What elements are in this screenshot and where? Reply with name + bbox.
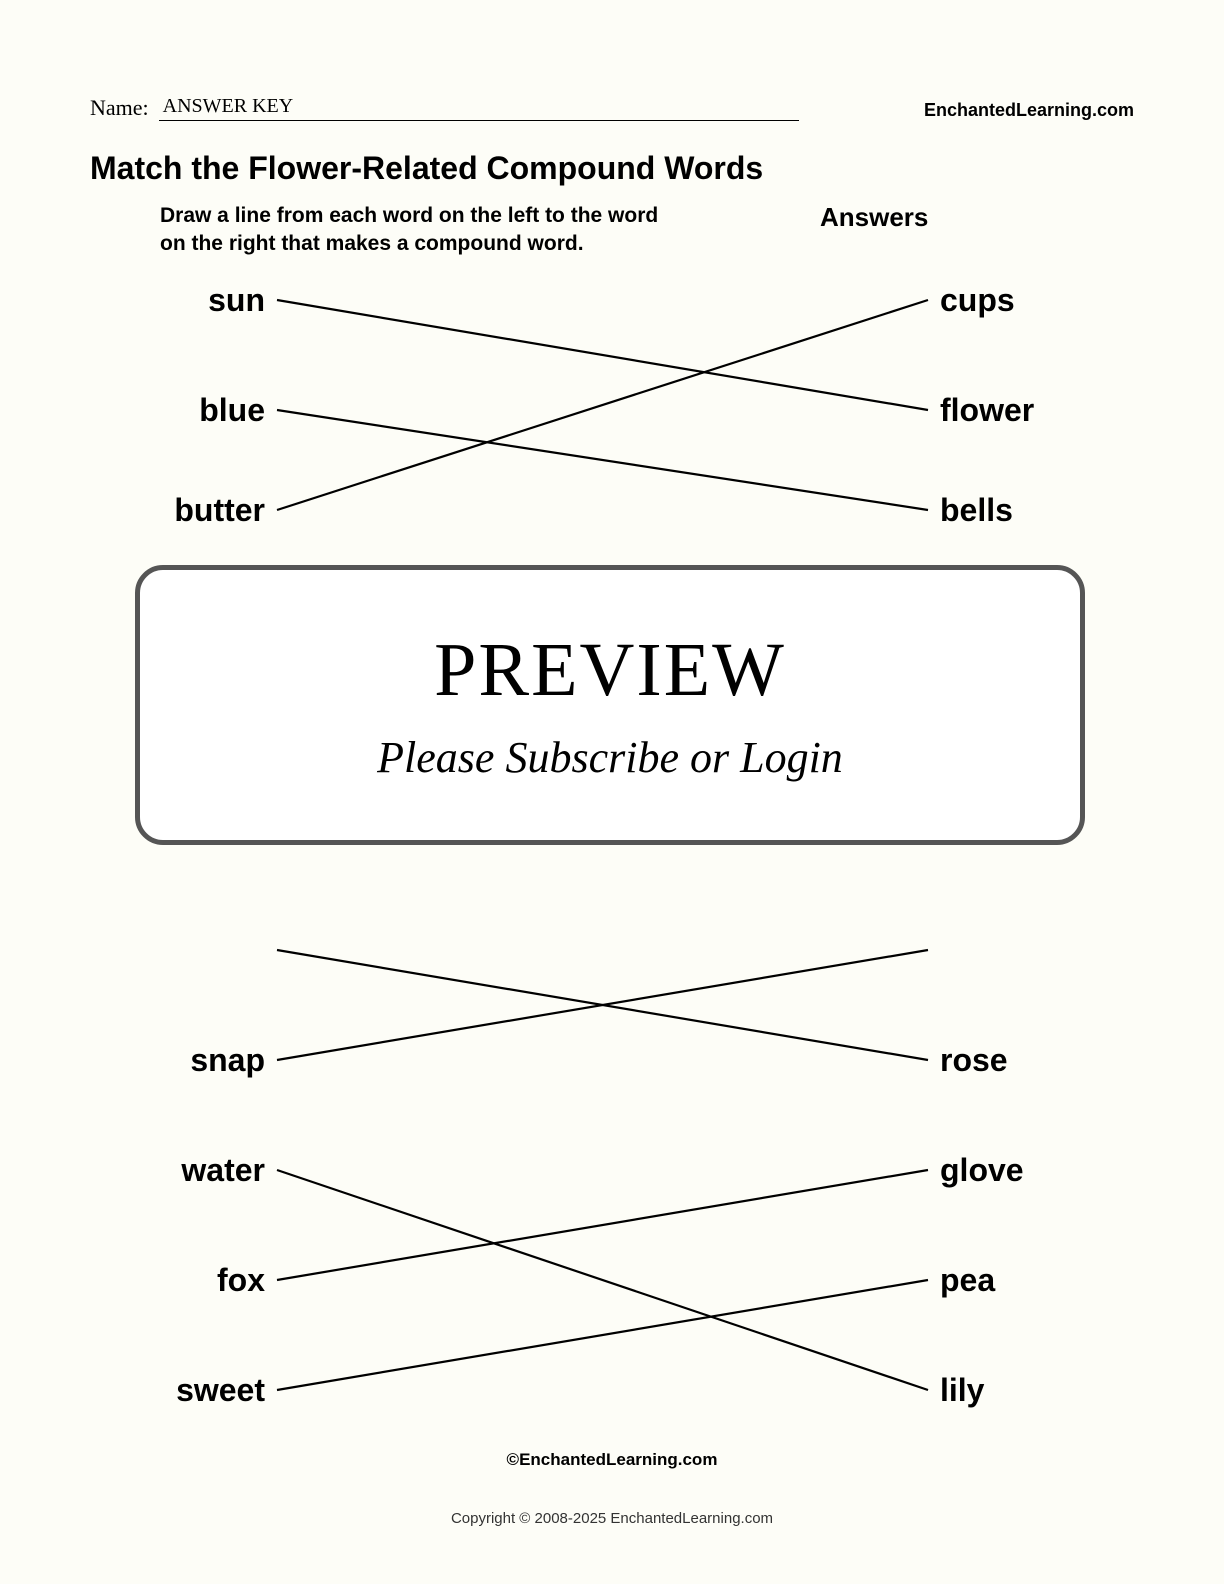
left-word: sun [208, 282, 265, 319]
copyright-inline: ©EnchantedLearning.com [0, 1450, 1224, 1470]
page-title: Match the Flower-Related Compound Words [90, 150, 763, 187]
left-word: blue [199, 392, 265, 429]
right-word: glove [940, 1152, 1024, 1189]
right-word: rose [940, 1042, 1008, 1079]
left-word: sweet [176, 1372, 265, 1409]
right-word: pea [940, 1262, 995, 1299]
name-block: Name: ANSWER KEY [90, 95, 799, 121]
answers-label: Answers [820, 202, 928, 233]
right-word: flower [940, 392, 1034, 429]
preview-overlay: PREVIEW Please Subscribe or Login [135, 565, 1085, 845]
left-word: butter [174, 492, 265, 529]
right-word: bells [940, 492, 1013, 529]
left-word: snap [190, 1042, 265, 1079]
header: Name: ANSWER KEY EnchantedLearning.com [90, 95, 1134, 121]
name-label: Name: [90, 95, 149, 121]
name-value: ANSWER KEY [159, 95, 799, 121]
copyright-footer: Copyright © 2008-2025 EnchantedLearning.… [0, 1510, 1224, 1527]
preview-title: PREVIEW [434, 627, 786, 714]
left-word: fox [217, 1262, 265, 1299]
left-word: water [181, 1152, 265, 1189]
site-link: EnchantedLearning.com [924, 100, 1134, 121]
right-word: cups [940, 282, 1015, 319]
right-word: lily [940, 1372, 984, 1409]
preview-subtitle: Please Subscribe or Login [377, 732, 843, 783]
instructions: Draw a line from each word on the left t… [160, 202, 680, 259]
